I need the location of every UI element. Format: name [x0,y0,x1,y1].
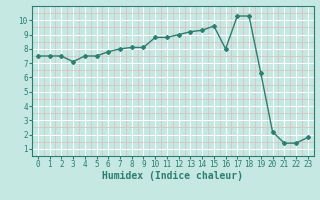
X-axis label: Humidex (Indice chaleur): Humidex (Indice chaleur) [102,171,243,181]
